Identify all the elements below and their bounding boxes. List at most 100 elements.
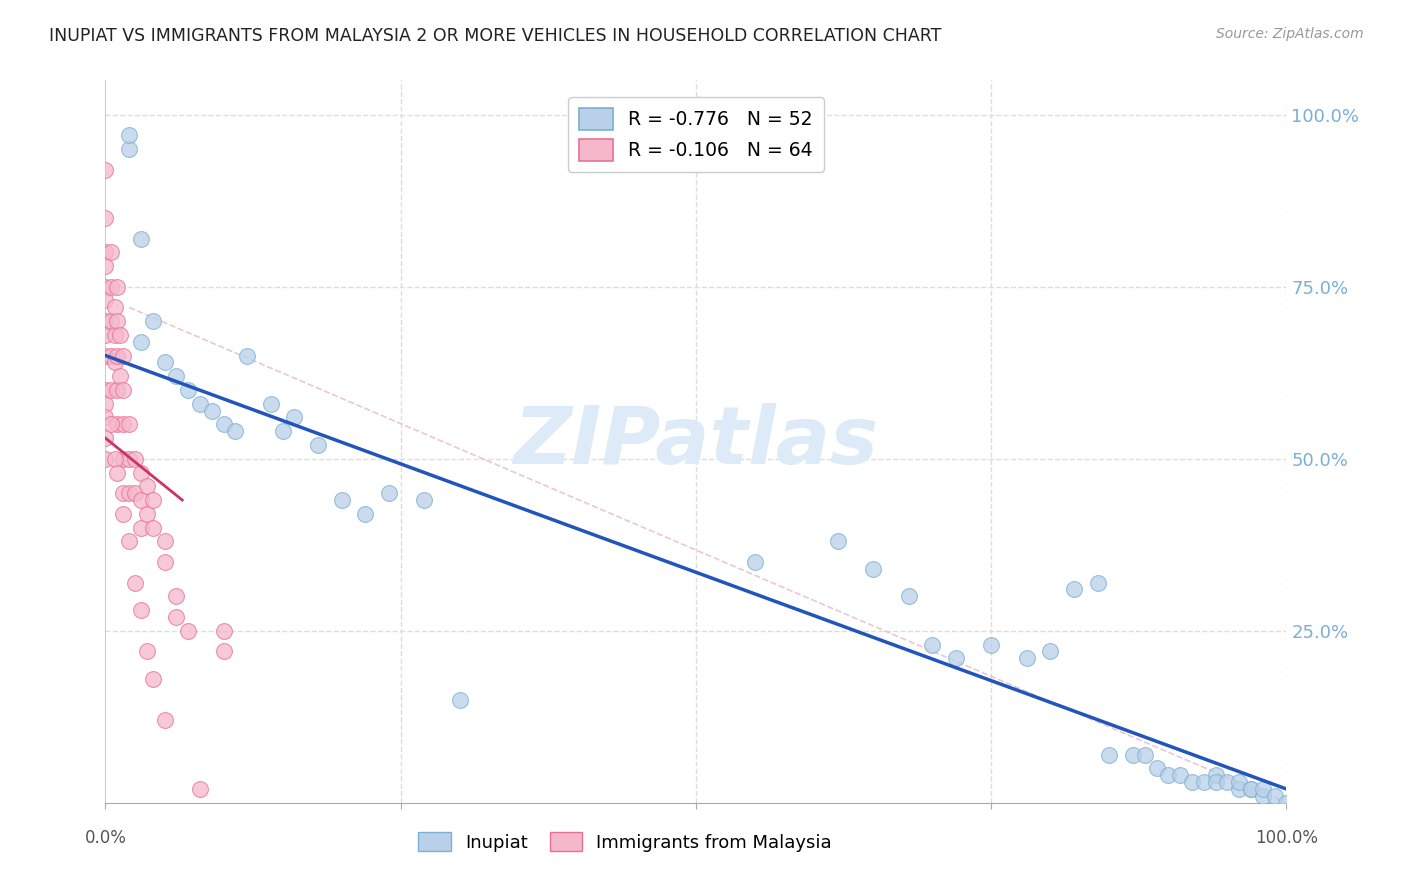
Point <box>100 314 122 328</box>
Point <box>1098 747 1121 762</box>
Point <box>1251 782 1274 797</box>
Point <box>112 417 135 432</box>
Point <box>124 486 146 500</box>
Point <box>1122 747 1144 762</box>
Point <box>124 575 146 590</box>
Point <box>142 520 165 534</box>
Point <box>108 327 131 342</box>
Point <box>118 142 141 156</box>
Point <box>1275 796 1298 810</box>
Point <box>94 383 117 397</box>
Point <box>165 369 187 384</box>
Point <box>177 383 200 397</box>
Point <box>94 259 117 273</box>
Point <box>862 562 884 576</box>
Legend: Inupiat, Immigrants from Malaysia: Inupiat, Immigrants from Malaysia <box>411 825 839 859</box>
Point <box>142 672 165 686</box>
Text: 0.0%: 0.0% <box>84 829 127 847</box>
Point <box>105 279 128 293</box>
Point <box>94 293 117 308</box>
Point <box>94 279 117 293</box>
Point <box>1205 775 1227 789</box>
Point <box>94 327 117 342</box>
Point <box>135 507 157 521</box>
Point <box>112 486 135 500</box>
Point <box>104 327 127 342</box>
Point <box>118 417 141 432</box>
Point <box>1240 782 1263 797</box>
Point <box>153 355 176 369</box>
Point <box>118 451 141 466</box>
Point <box>378 486 401 500</box>
Point <box>129 603 152 617</box>
Point <box>105 314 128 328</box>
Point <box>354 507 377 521</box>
Point <box>105 417 128 432</box>
Point <box>129 466 152 480</box>
Point <box>165 590 187 604</box>
Point <box>201 403 224 417</box>
Point <box>188 782 211 797</box>
Point <box>129 493 152 508</box>
Point <box>921 638 943 652</box>
Point <box>118 128 141 143</box>
Point <box>100 245 122 260</box>
Point <box>980 638 1002 652</box>
Point <box>94 245 117 260</box>
Point <box>212 417 235 432</box>
Point <box>108 369 131 384</box>
Point <box>1227 782 1250 797</box>
Point <box>1039 644 1062 658</box>
Point <box>100 349 122 363</box>
Point <box>165 610 187 624</box>
Point <box>1146 761 1168 775</box>
Point <box>124 451 146 466</box>
Point <box>104 301 127 315</box>
Text: INUPIAT VS IMMIGRANTS FROM MALAYSIA 2 OR MORE VEHICLES IN HOUSEHOLD CORRELATION : INUPIAT VS IMMIGRANTS FROM MALAYSIA 2 OR… <box>49 27 942 45</box>
Point <box>112 349 135 363</box>
Point <box>177 624 200 638</box>
Point <box>1227 775 1250 789</box>
Point <box>1015 651 1038 665</box>
Point <box>112 507 135 521</box>
Point <box>129 520 152 534</box>
Point <box>94 397 117 411</box>
Point <box>945 651 967 665</box>
Point <box>112 383 135 397</box>
Point <box>142 493 165 508</box>
Point <box>104 451 127 466</box>
Point <box>100 417 122 432</box>
Point <box>94 451 117 466</box>
Point <box>1192 775 1215 789</box>
Point <box>105 349 128 363</box>
Point <box>100 383 122 397</box>
Point <box>271 424 294 438</box>
Point <box>283 410 305 425</box>
Point <box>104 355 127 369</box>
Point <box>118 534 141 549</box>
Point <box>1181 775 1204 789</box>
Point <box>212 644 235 658</box>
Point <box>153 713 176 727</box>
Point <box>1157 768 1180 782</box>
Text: ZIPatlas: ZIPatlas <box>513 402 879 481</box>
Point <box>94 431 117 445</box>
Point <box>188 397 211 411</box>
Point <box>135 479 157 493</box>
Point <box>827 534 849 549</box>
Point <box>330 493 353 508</box>
Point <box>449 692 471 706</box>
Point <box>129 231 152 245</box>
Point <box>142 314 165 328</box>
Point <box>897 590 920 604</box>
Text: Source: ZipAtlas.com: Source: ZipAtlas.com <box>1216 27 1364 41</box>
Point <box>212 624 235 638</box>
Point <box>118 486 141 500</box>
Point <box>413 493 436 508</box>
Point <box>744 555 766 569</box>
Text: 100.0%: 100.0% <box>1256 829 1317 847</box>
Point <box>307 438 329 452</box>
Point <box>94 314 117 328</box>
Point <box>94 162 117 177</box>
Point <box>1063 582 1085 597</box>
